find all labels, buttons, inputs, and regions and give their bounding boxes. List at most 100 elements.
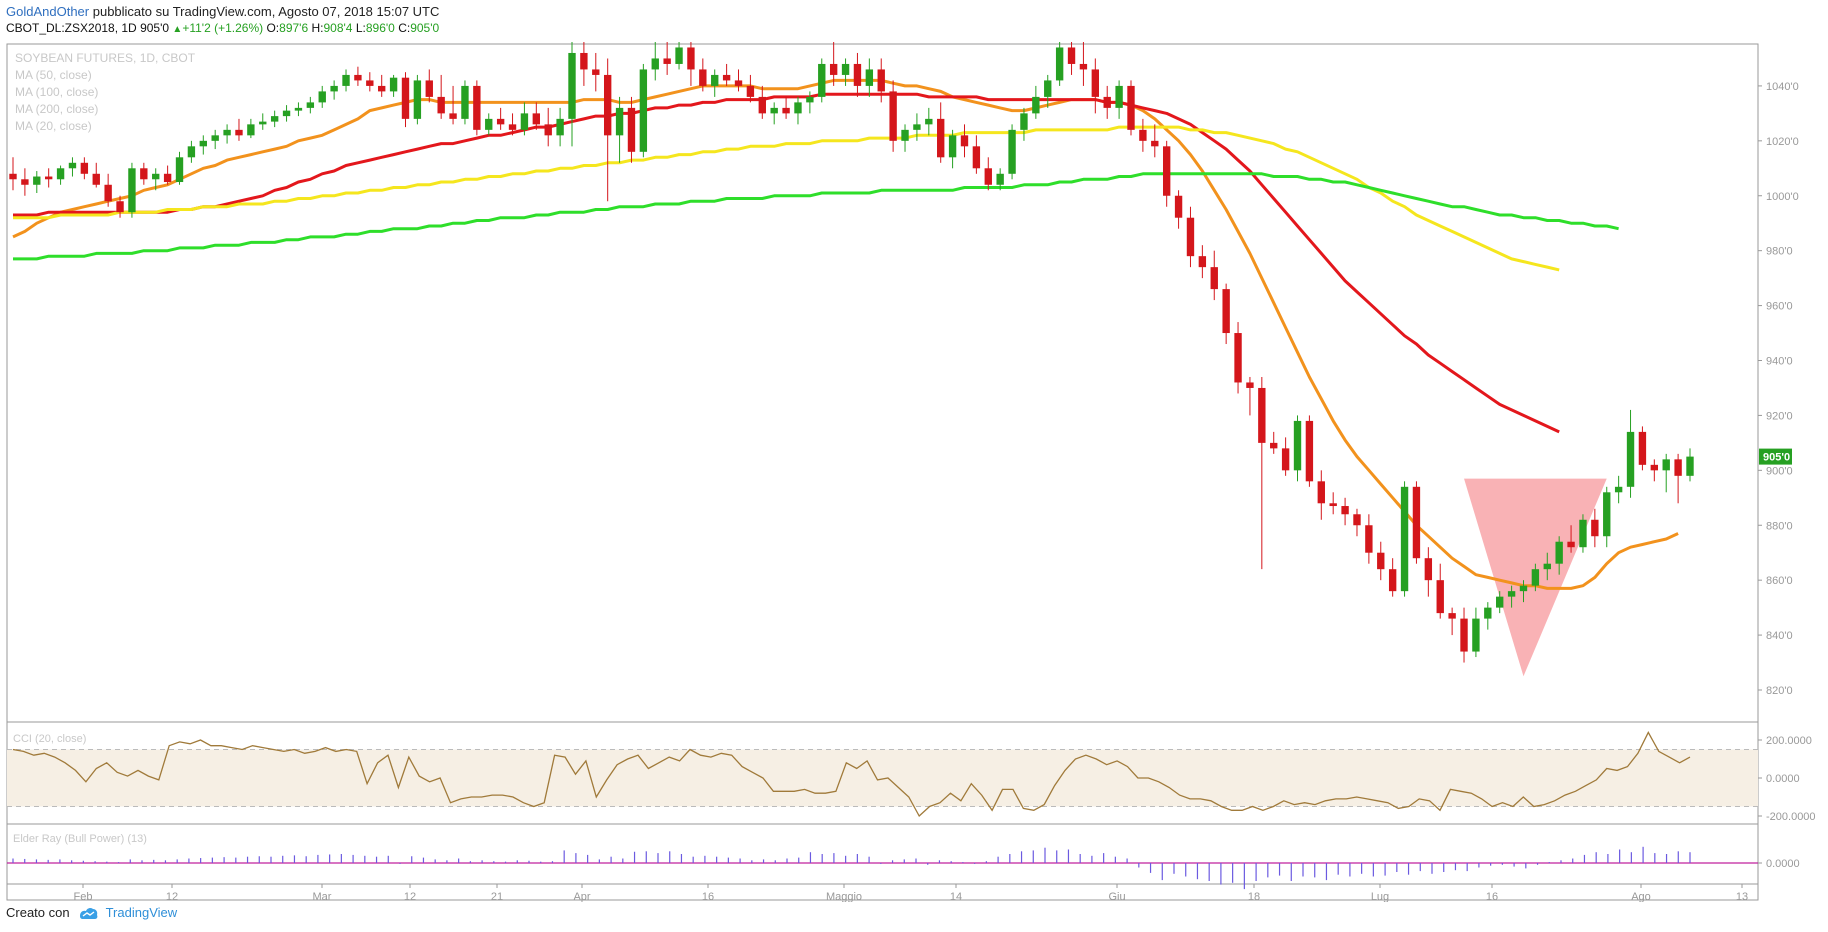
candle <box>865 58 874 97</box>
candle <box>1400 481 1409 597</box>
candle-body <box>1234 333 1242 383</box>
candle-body <box>1270 442 1278 449</box>
candle-body <box>413 80 422 119</box>
candle <box>1579 514 1587 553</box>
open-label: O: <box>266 21 280 35</box>
candle <box>1258 376 1266 570</box>
candle-body <box>1055 47 1064 81</box>
candle <box>1055 42 1064 86</box>
candle-body <box>1650 464 1659 471</box>
candle <box>1567 525 1575 553</box>
candle-body <box>1317 481 1325 504</box>
candle <box>1436 563 1444 619</box>
candle-body <box>770 107 778 114</box>
author-link[interactable]: GoldAndOther <box>6 4 90 19</box>
tradingview-link[interactable]: TradingView <box>105 905 178 920</box>
cci-line <box>12 731 1691 818</box>
candle-body <box>1008 129 1016 174</box>
candle <box>1234 322 1242 394</box>
candle <box>1020 107 1028 141</box>
candle <box>1460 607 1468 663</box>
candle <box>972 135 981 174</box>
candle <box>901 124 909 152</box>
candle <box>354 66 362 86</box>
legend-ma200: MA (200, close) <box>15 102 99 116</box>
candle-body <box>853 63 862 86</box>
candle-body <box>1603 492 1611 537</box>
candle <box>1674 453 1682 504</box>
candle <box>1686 448 1694 482</box>
candle-body <box>1222 289 1230 334</box>
candle <box>378 74 386 97</box>
candle-body <box>1626 431 1635 487</box>
elder-label: Elder Ray (Bull Power) (13) <box>13 833 147 845</box>
candle-body <box>211 135 219 141</box>
candle <box>532 102 541 130</box>
candle-body <box>92 173 100 185</box>
candle <box>520 102 529 136</box>
candle <box>556 107 564 147</box>
candle-body <box>603 74 612 136</box>
candle-body <box>1484 607 1492 619</box>
candle-body <box>818 63 826 97</box>
candle <box>1626 409 1635 498</box>
candle <box>1246 376 1254 416</box>
candle <box>485 113 493 136</box>
candle-body <box>1377 552 1385 570</box>
candle <box>829 42 838 86</box>
candle-body <box>294 107 303 111</box>
chart-canvas[interactable]: 820'0 840'0 860'0 880'0 900'0 920'0 940'0 960'0… <box>0 42 1828 902</box>
candle-body <box>592 69 600 75</box>
candle-body <box>1139 129 1147 141</box>
candle-body <box>1662 459 1670 471</box>
candle-body <box>1127 85 1135 130</box>
candle <box>508 113 517 136</box>
candle <box>496 107 505 130</box>
candle <box>1186 206 1195 268</box>
candle <box>1305 415 1314 487</box>
candle-body <box>152 173 160 180</box>
candle-body <box>104 184 112 202</box>
candle-body <box>758 96 766 114</box>
candle-body <box>330 85 338 92</box>
candle <box>1341 497 1349 526</box>
candle <box>639 63 648 158</box>
candle-body <box>259 121 267 125</box>
candle-body <box>163 173 172 183</box>
candle-body <box>1591 519 1599 537</box>
time-tick-label: Feb <box>74 891 93 902</box>
candle-body <box>948 135 957 158</box>
candle-body <box>1472 618 1480 652</box>
candle <box>937 102 945 163</box>
candle-body <box>1448 613 1456 619</box>
candle-body <box>925 118 933 125</box>
candle-body <box>889 91 897 141</box>
candle <box>9 157 17 191</box>
price-tick-label: 1020'0 <box>1766 136 1799 148</box>
candle-body <box>1103 96 1111 108</box>
candle <box>996 168 1004 191</box>
candle-body <box>496 118 505 125</box>
price-tick-label: 880'0 <box>1766 520 1793 532</box>
close-value: 905'0 <box>410 21 440 35</box>
price-tick-label: 920'0 <box>1766 410 1793 422</box>
candle <box>235 118 243 141</box>
candle-body <box>794 102 802 114</box>
chart-area[interactable]: 820'0 840'0 860'0 880'0 900'0 920'0 940'0 960'0… <box>0 42 1828 902</box>
candle <box>1543 552 1551 581</box>
candle <box>211 129 219 150</box>
candle <box>1222 283 1230 345</box>
cci-label: CCI (20, close) <box>13 733 87 745</box>
candle <box>199 135 207 155</box>
candle-body <box>782 107 790 114</box>
candle <box>1555 536 1563 575</box>
candle-body <box>485 118 493 130</box>
candle-body <box>187 146 196 158</box>
last-price-label: 905'0 <box>1763 452 1790 464</box>
candle-body <box>1281 448 1290 471</box>
cci-tick-label: 200.0000 <box>1766 735 1812 747</box>
candle <box>1115 80 1123 119</box>
candle-body <box>877 69 885 92</box>
candle-body <box>199 140 207 147</box>
candle-body <box>1353 514 1361 526</box>
